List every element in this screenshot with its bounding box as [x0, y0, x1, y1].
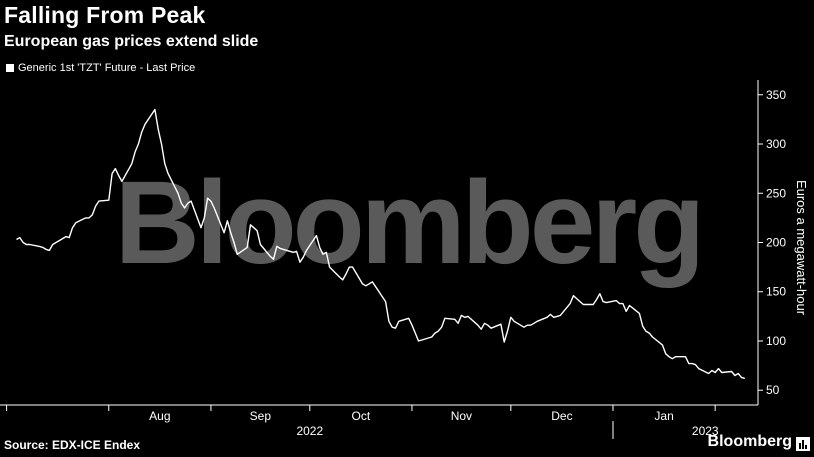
watermark-text: Bloomberg — [115, 157, 702, 289]
y-tick-label: 200 — [766, 236, 786, 250]
chart-title: Falling From Peak — [4, 2, 206, 28]
y-tick-label: 250 — [766, 186, 786, 200]
chart-subtitle: European gas prices extend slide — [4, 33, 259, 50]
legend-swatch — [6, 64, 14, 72]
y-tick-label: 100 — [766, 334, 786, 348]
source-note: Source: EDX-ICE Endex — [4, 438, 141, 452]
y-tick-label: 350 — [766, 88, 786, 102]
legend-label: Generic 1st 'TZT' Future - Last Price — [18, 62, 196, 74]
x-tick-label: Sep — [250, 409, 272, 423]
y-axis-label: Euros a megawatt-hour — [794, 180, 809, 316]
x-tick-label: Jan — [654, 409, 673, 423]
legend: Generic 1st 'TZT' Future - Last Price — [6, 62, 195, 74]
x-tick-label: Nov — [451, 409, 472, 423]
brand-logo: Bloomberg — [707, 433, 792, 450]
y-tick-label: 150 — [766, 285, 786, 299]
year-label: 2023 — [692, 424, 719, 438]
x-tick-label: Aug — [149, 409, 170, 423]
x-tick-label: Dec — [551, 409, 572, 423]
x-tick-label: Oct — [352, 409, 371, 423]
bar-chart-icon — [796, 437, 810, 451]
y-tick-label: 50 — [766, 383, 780, 397]
y-tick-label: 300 — [766, 137, 786, 151]
year-label: 2022 — [296, 424, 323, 438]
series-line — [16, 108, 746, 380]
